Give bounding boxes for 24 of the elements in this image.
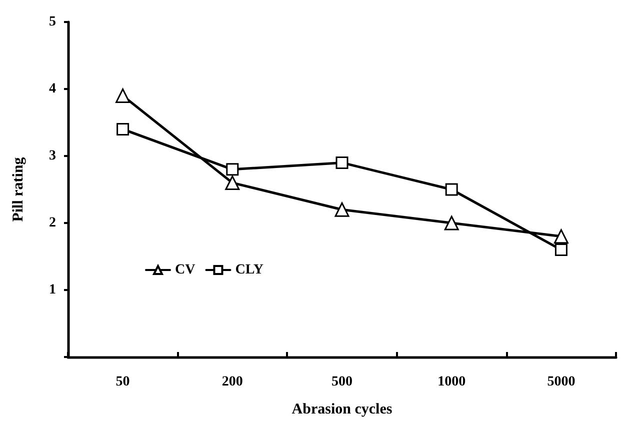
- x-tick-label: 500: [332, 374, 352, 390]
- point: [554, 244, 568, 256]
- point: [444, 216, 459, 230]
- y-tick-label: 1: [49, 282, 56, 298]
- point: [445, 183, 458, 196]
- y-tick-label: 2: [49, 216, 56, 230]
- x-tick-label: 5000: [547, 374, 576, 390]
- point: [334, 202, 350, 217]
- y-tick-label: 3: [49, 148, 56, 164]
- point: [226, 163, 239, 176]
- point: [336, 156, 348, 169]
- x-axis-title: Abrasion cycles: [292, 402, 392, 418]
- point: [116, 88, 130, 103]
- x-tick-label: 200: [222, 374, 243, 390]
- y-axis-title: Pill rating: [10, 156, 26, 222]
- legend-label: CLY: [235, 262, 264, 278]
- point: [225, 176, 240, 190]
- x-tick-label: 50: [116, 374, 130, 390]
- point: [554, 229, 568, 244]
- legend-label: CV: [175, 262, 196, 278]
- x-tick-label: 1000: [438, 374, 466, 390]
- y-tick-label: 5: [49, 14, 56, 30]
- point: [116, 122, 130, 136]
- y-tick-label: 4: [49, 82, 56, 96]
